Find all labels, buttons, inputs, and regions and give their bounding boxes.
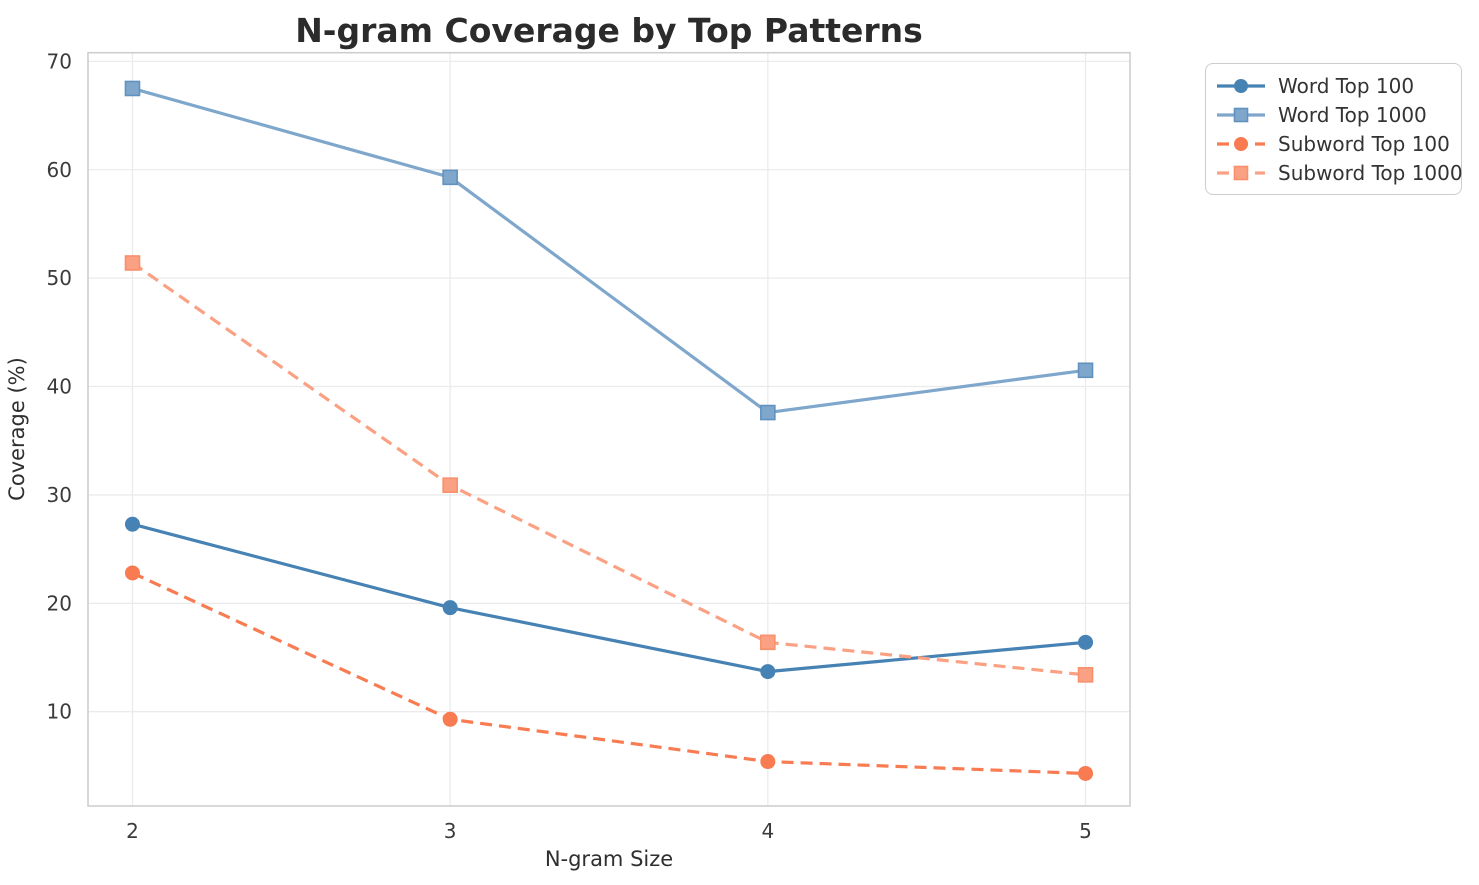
marker-word-top-1000 [1077, 362, 1094, 379]
legend-label: Word Top 1000 [1278, 102, 1427, 127]
y-tick-label: 70 [47, 49, 72, 73]
series-line-subword-top-100 [131, 571, 1086, 776]
marker-subword-top-1000 [1077, 667, 1094, 683]
marker-word-top-100 [442, 600, 458, 616]
legend-item-subword-top-1000: Subword Top 1000 [1216, 158, 1463, 187]
series-line-word-top-100 [132, 522, 1086, 674]
x-tick-label: 2 [126, 819, 139, 843]
marker-subword-top-1000 [124, 255, 141, 271]
plot-border [87, 51, 1131, 807]
y-tick-label: 20 [47, 591, 72, 615]
marker-word-top-1000 [124, 80, 141, 97]
legend-label: Subword Top 1000 [1278, 160, 1463, 185]
legend-sample-subword-top-1000 [1217, 165, 1265, 180]
marker-subword-top-100 [760, 754, 776, 770]
legend-marker [1233, 107, 1249, 122]
legend-item-word-top-1000: Word Top 1000 [1216, 100, 1451, 129]
marker-subword-top-100 [124, 565, 140, 581]
legend-item-subword-top-100: Subword Top 100 [1216, 129, 1451, 158]
marker-word-top-100 [760, 664, 776, 680]
series-line-word-top-1000 [132, 86, 1086, 415]
grid-layer [88, 52, 1130, 806]
y-tick-label: 60 [47, 158, 72, 182]
legend-sample-word-top-100 [1217, 78, 1265, 93]
marker-subword-top-1000 [442, 477, 458, 493]
x-tick-label: 5 [1079, 819, 1092, 843]
marker-subword-top-100 [1078, 765, 1094, 781]
legend-item-word-top-100: Word Top 100 [1216, 71, 1451, 100]
x-tick-label: 4 [761, 819, 774, 843]
legend-marker [1234, 136, 1248, 151]
marker-subword-top-100 [442, 711, 458, 727]
y-axis-label: Coverage (%) [5, 357, 29, 501]
y-tick-label: 30 [47, 483, 72, 507]
series-line-subword-top-1000 [131, 261, 1086, 677]
legend-marker [1233, 165, 1249, 180]
legend-marker [1234, 78, 1248, 93]
marker-subword-top-1000 [760, 634, 776, 651]
marker-word-top-1000 [760, 404, 776, 421]
marker-word-top-100 [124, 516, 140, 532]
y-tick-label: 10 [47, 700, 72, 724]
legend-sample-subword-top-100 [1217, 136, 1265, 151]
x-axis-label: N-gram Size [545, 847, 673, 871]
y-tick-label: 50 [47, 266, 72, 290]
chart-title: N-gram Coverage by Top Patterns [295, 11, 923, 50]
legend-label: Word Top 100 [1278, 73, 1415, 98]
series-layer [124, 80, 1094, 781]
x-tick-label: 3 [444, 819, 457, 843]
legend: Word Top 100 Word Top 1000 Subword Top 100… [1205, 63, 1463, 195]
marker-word-top-100 [1078, 634, 1094, 650]
tick-layer: 10 20 30 40 50 60 70 2 3 4 5 [47, 49, 1092, 843]
legend-sample-word-top-1000 [1217, 107, 1265, 122]
marker-word-top-1000 [442, 169, 458, 186]
y-tick-label: 40 [47, 375, 72, 399]
legend-label: Subword Top 100 [1278, 131, 1450, 156]
